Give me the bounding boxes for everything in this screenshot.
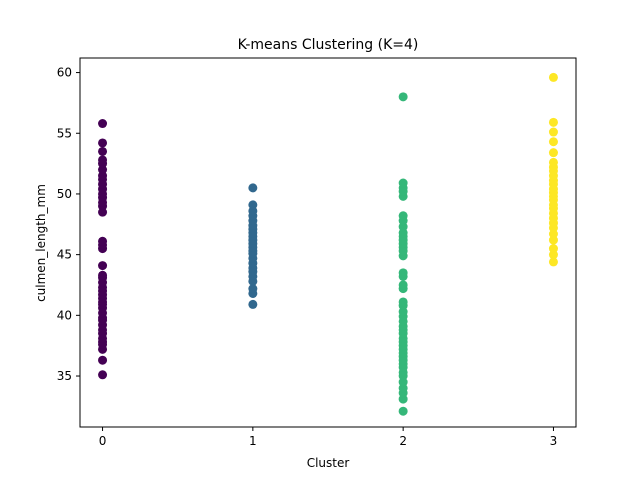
data-point-cluster-1 (248, 299, 258, 309)
data-point-cluster-3 (548, 117, 558, 127)
data-point-cluster-2 (398, 178, 408, 188)
data-point-cluster-0 (98, 355, 108, 365)
data-point-cluster-3 (548, 72, 558, 82)
data-point-cluster-0 (98, 155, 108, 165)
data-point-cluster-3 (548, 157, 558, 167)
y-tick-label: 55 (57, 126, 72, 140)
chart-title: K-means Clustering (K=4) (238, 37, 419, 53)
data-point-cluster-2 (398, 211, 408, 221)
data-point-cluster-0 (98, 146, 108, 156)
data-point-cluster-3 (548, 127, 558, 137)
data-point-cluster-0 (98, 236, 108, 246)
data-point-cluster-0 (98, 370, 108, 380)
data-point-cluster-1 (248, 284, 258, 294)
y-tick-label: 35 (57, 369, 72, 383)
x-tick-label: 0 (99, 434, 107, 448)
x-tick-label: 2 (399, 434, 407, 448)
data-point-cluster-3 (548, 137, 558, 147)
data-point-cluster-0 (98, 270, 108, 280)
plot-area (79, 57, 577, 428)
data-point-cluster-2 (398, 268, 408, 278)
x-axis-title: Cluster (307, 456, 350, 470)
data-point-cluster-2 (398, 297, 408, 307)
y-tick-label: 40 (57, 308, 72, 322)
data-point-cluster-0 (98, 261, 108, 271)
data-point-cluster-2 (398, 280, 408, 290)
data-point-cluster-1 (248, 183, 258, 193)
data-point-cluster-3 (548, 244, 558, 254)
data-points (98, 72, 558, 416)
y-tick-label: 60 (57, 66, 72, 80)
x-tick-label: 3 (550, 434, 558, 448)
x-tick-label: 1 (249, 434, 257, 448)
data-point-cluster-1 (248, 200, 258, 210)
y-axis: 35 40 45 50 55 60 (57, 66, 80, 383)
data-point-cluster-2 (398, 406, 408, 416)
y-tick-label: 50 (57, 187, 72, 201)
data-point-cluster-2 (398, 92, 408, 102)
data-point-cluster-3 (548, 257, 558, 267)
y-tick-label: 45 (57, 248, 72, 262)
data-point-cluster-0 (98, 138, 108, 148)
x-axis: 0 1 2 3 (99, 427, 558, 448)
data-point-cluster-0 (98, 119, 108, 129)
y-axis-title: culmen_length_mm (34, 184, 48, 302)
data-point-cluster-3 (548, 148, 558, 158)
